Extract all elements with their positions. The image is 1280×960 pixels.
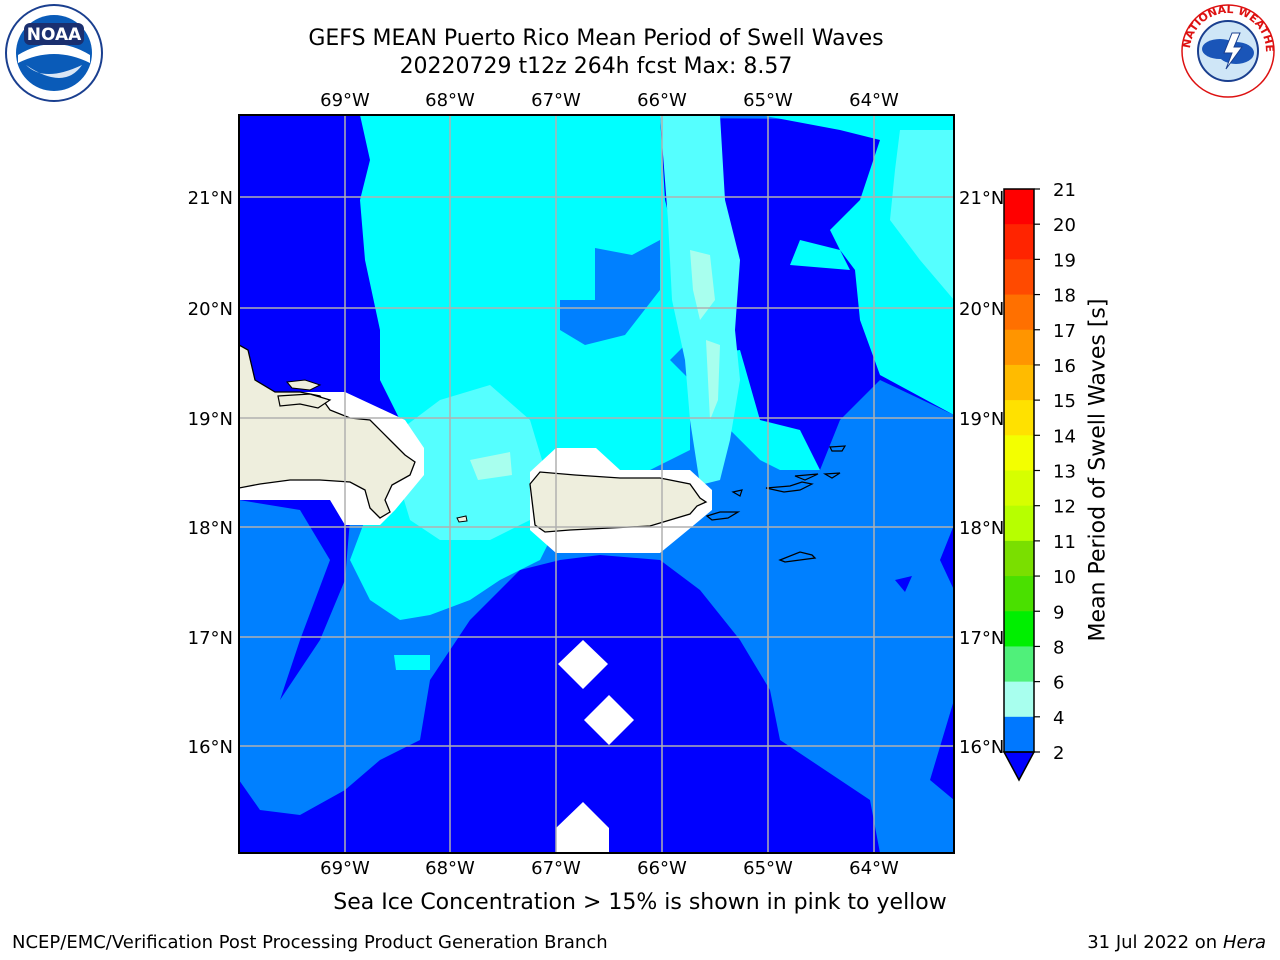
lon-label: 66°W bbox=[637, 90, 687, 111]
colorbar-segment bbox=[1004, 435, 1034, 471]
lat-label: 19°N bbox=[959, 409, 1004, 430]
lat-label: 17°N bbox=[188, 628, 233, 649]
colorbar-segment bbox=[1004, 505, 1034, 542]
colorbar-extend-arrow bbox=[1002, 751, 1036, 782]
lon-label: 69°W bbox=[320, 858, 370, 879]
map-frame bbox=[238, 114, 955, 854]
colorbar-segment bbox=[1004, 329, 1034, 366]
colorbar-segment bbox=[1004, 189, 1034, 225]
lat-label: 20°N bbox=[959, 299, 1004, 320]
lon-label: 67°W bbox=[531, 90, 581, 111]
lon-label: 68°W bbox=[425, 90, 475, 111]
land-virgin-islands bbox=[731, 445, 847, 497]
lon-label: 65°W bbox=[743, 858, 793, 879]
colorbar-tick-label: 20 bbox=[1053, 215, 1076, 236]
colorbar-segment bbox=[1004, 259, 1034, 296]
lat-label: 18°N bbox=[959, 518, 1004, 539]
gridlines bbox=[239, 115, 954, 853]
lat-label: 17°N bbox=[959, 628, 1004, 649]
mask-diamond-2 bbox=[584, 695, 634, 745]
lon-label: 69°W bbox=[320, 90, 370, 111]
colorbar: 21 20 19 18 17 16 15 14 13 12 11 10 9 8 6 4 2 bbox=[1002, 180, 1076, 782]
lat-label: 21°N bbox=[188, 188, 233, 209]
colorbar-segment bbox=[1004, 400, 1034, 436]
lon-label: 64°W bbox=[849, 858, 899, 879]
contour-8-9 bbox=[398, 115, 954, 540]
colorbar-tick-label: 19 bbox=[1053, 250, 1076, 271]
land-hispaniola bbox=[239, 344, 416, 519]
lat-label: 16°N bbox=[188, 737, 233, 758]
colorbar-tick-label: 11 bbox=[1053, 532, 1076, 553]
footer-host: Hera bbox=[1222, 932, 1266, 953]
colorbar-tick-label: 16 bbox=[1053, 356, 1076, 377]
colorbar-segment bbox=[1004, 224, 1034, 260]
land-st-croix bbox=[778, 551, 817, 563]
footer-date: 31 Jul 2022 on Hera bbox=[1087, 932, 1266, 953]
lat-label: 19°N bbox=[188, 409, 233, 430]
colorbar-label: Mean Period of Swell Waves [s] bbox=[1085, 298, 1111, 642]
lon-label: 66°W bbox=[637, 858, 687, 879]
colorbar-segment bbox=[1004, 611, 1034, 647]
colorbar-tick-label: 9 bbox=[1053, 602, 1064, 623]
colorbar-segment bbox=[1004, 540, 1034, 577]
latitude-labels-right: 21°N 20°N 19°N 18°N 17°N 16°N bbox=[959, 188, 1004, 758]
colorbar-segment bbox=[1004, 294, 1034, 331]
lon-label: 65°W bbox=[743, 90, 793, 111]
contour-4-6-inner bbox=[560, 240, 660, 345]
mask-diamond-1 bbox=[558, 640, 608, 689]
noaa-logo: NOAA bbox=[5, 4, 103, 102]
land-mona bbox=[456, 515, 468, 523]
colorbar-tick-label: 2 bbox=[1053, 743, 1064, 764]
longitude-labels-bottom: 69°W 68°W 67°W 66°W 65°W 64°W bbox=[320, 858, 899, 879]
map-area bbox=[239, 115, 954, 853]
longitude-labels-top: 69°W 68°W 67°W 66°W 65°W 64°W bbox=[320, 90, 899, 111]
colorbar-tick-label: 4 bbox=[1053, 708, 1064, 729]
colorbar-tick-label: 10 bbox=[1053, 567, 1076, 588]
colorbar-tick-label: 15 bbox=[1053, 391, 1076, 412]
latitude-labels-left: 21°N 20°N 19°N 18°N 17°N 16°N bbox=[188, 188, 233, 758]
colorbar-segment bbox=[1004, 576, 1034, 612]
lon-label: 67°W bbox=[531, 858, 581, 879]
colorbar-tick-label: 13 bbox=[1053, 462, 1076, 483]
colorbar-tick-label: 18 bbox=[1053, 286, 1076, 307]
colorbar-segment bbox=[1004, 364, 1034, 401]
colorbar-tick-label: 6 bbox=[1053, 673, 1064, 694]
mask-south bbox=[556, 802, 609, 853]
colorbar-segment bbox=[1004, 716, 1034, 753]
lat-label: 20°N bbox=[188, 299, 233, 320]
lon-label: 68°W bbox=[425, 858, 475, 879]
contour-9plus bbox=[470, 250, 720, 480]
lat-label: 18°N bbox=[188, 518, 233, 539]
colorbar-tick-label: 14 bbox=[1053, 426, 1076, 447]
colorbar-segment bbox=[1004, 470, 1034, 507]
land-vieques bbox=[705, 511, 741, 521]
lat-label: 21°N bbox=[959, 188, 1004, 209]
lon-label: 64°W bbox=[849, 90, 899, 111]
colorbar-segment bbox=[1004, 681, 1034, 718]
land-hispaniola-peninsula bbox=[277, 393, 332, 409]
footer-date-text: 31 Jul 2022 on bbox=[1087, 932, 1223, 953]
sea-ice-caption: Sea Ice Concentration > 15% is shown in … bbox=[333, 890, 947, 915]
noaa-logo-text: NOAA bbox=[27, 25, 82, 45]
nws-logo: NATIONAL WEATHER SERVICE bbox=[1180, 3, 1276, 98]
land-tortuga bbox=[286, 379, 322, 391]
contour-2-4-spots bbox=[740, 150, 954, 592]
contour-2-4-north bbox=[239, 230, 330, 325]
colorbar-tick-label: 17 bbox=[1053, 321, 1076, 342]
colorbar-segment bbox=[1004, 646, 1034, 683]
colorbar-tick-label: 21 bbox=[1053, 180, 1076, 201]
colorbar-tick-label: 8 bbox=[1053, 637, 1064, 658]
chart-subtitle: 20220729 t12z 264h fcst Max: 8.57 bbox=[399, 54, 793, 79]
lat-label: 16°N bbox=[959, 737, 1004, 758]
colorbar-tick-label: 12 bbox=[1053, 497, 1076, 518]
chart-title: GEFS MEAN Puerto Rico Mean Period of Swe… bbox=[308, 26, 884, 51]
footer-producer: NCEP/EMC/Verification Post Processing Pr… bbox=[12, 932, 608, 953]
